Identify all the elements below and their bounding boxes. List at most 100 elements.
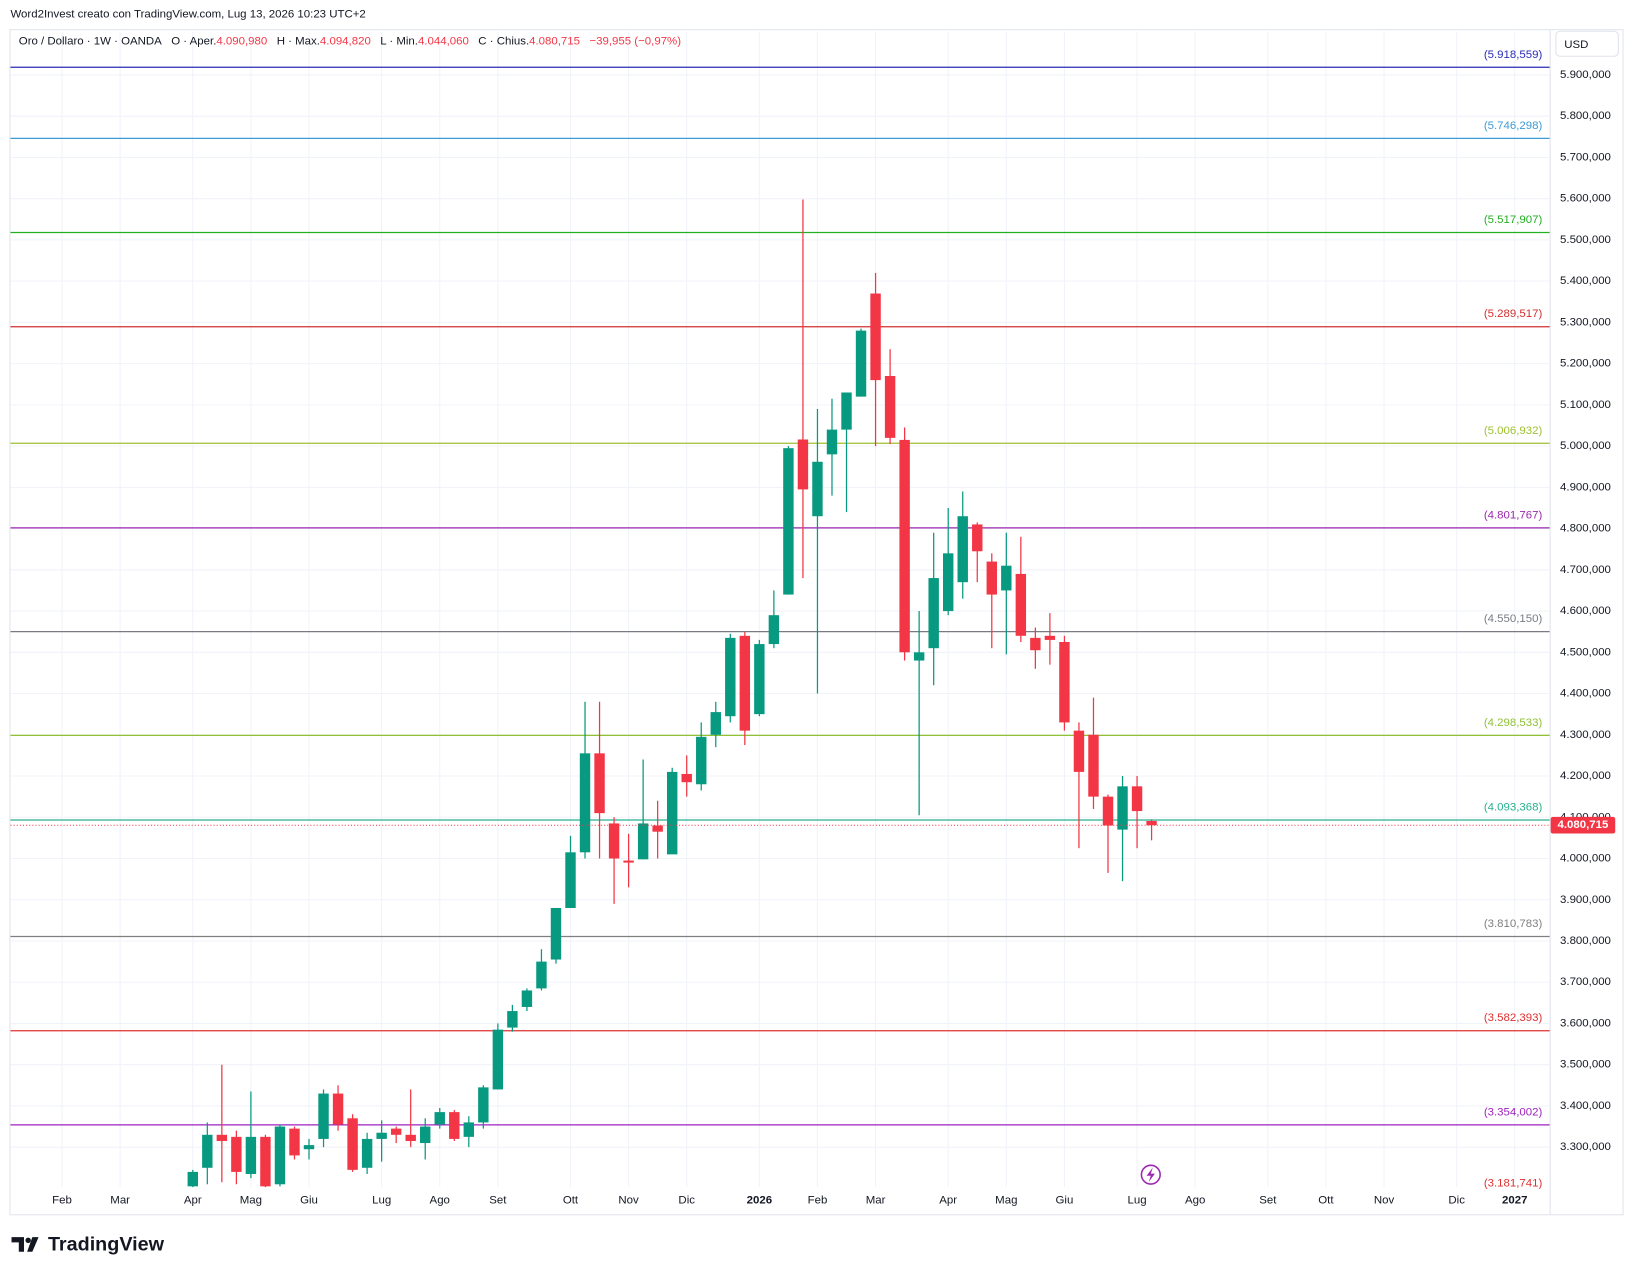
candle-body — [332, 1093, 344, 1125]
lightning-icon[interactable] — [1140, 1164, 1161, 1185]
candle-body — [1001, 565, 1012, 591]
last-price-box — [1550, 816, 1616, 834]
candle-body — [681, 773, 692, 783]
level-label: (3.181,741) — [1484, 1177, 1543, 1189]
close-value: 4.080,715 — [529, 36, 580, 48]
candle-body — [1088, 734, 1099, 797]
candle-body — [1030, 637, 1041, 651]
y-tick-label: 4.900,000 — [1560, 481, 1611, 493]
currency-button[interactable] — [1555, 30, 1619, 57]
legend: Oro / Dollaro · 1W · OANDA O · Aper.4.09… — [19, 36, 681, 48]
y-tick-label: 4.800,000 — [1560, 523, 1611, 535]
candle-body — [986, 561, 997, 595]
candle-body — [826, 429, 838, 455]
candle-body — [390, 1128, 402, 1135]
candle-body — [942, 553, 954, 612]
y-tick-label: 5.600,000 — [1560, 193, 1611, 205]
candle-body — [855, 330, 867, 397]
level-label: (4.550,150) — [1484, 613, 1543, 625]
y-tick-label: 5.500,000 — [1560, 234, 1611, 246]
x-tick-label: Apr — [184, 1195, 202, 1207]
x-tick-label: Dic — [678, 1195, 695, 1207]
candle-body — [870, 293, 881, 381]
x-tick-label: Set — [1259, 1195, 1277, 1207]
candle-body — [231, 1136, 242, 1172]
level-label: (4.298,533) — [1484, 717, 1543, 729]
level-label: (4.093,368) — [1484, 802, 1543, 814]
candle-body — [972, 524, 983, 552]
level-label: (3.810,783) — [1484, 918, 1543, 930]
candle-body — [245, 1136, 257, 1174]
level-label: (3.354,002) — [1484, 1106, 1543, 1118]
open-value: 4.090,980 — [216, 36, 267, 48]
high-label: H · Max. — [277, 36, 320, 48]
x-tick-label: Nov — [1374, 1195, 1395, 1207]
candle-body — [434, 1112, 445, 1125]
candle-body — [1102, 796, 1114, 826]
candle-body — [725, 637, 736, 717]
x-tick-label: 2026 — [747, 1195, 772, 1207]
candle-body — [768, 615, 780, 645]
y-tick-label: 5.300,000 — [1560, 316, 1611, 328]
currency[interactable]: USD — [1564, 39, 1588, 51]
candle-body — [957, 516, 968, 583]
candle-body — [1146, 820, 1157, 826]
frame — [9, 29, 1624, 1216]
candle-body — [812, 461, 823, 517]
last-price-label: 4.080,715 — [1558, 819, 1610, 831]
y-tick-label: 5.400,000 — [1560, 275, 1611, 287]
x-tick-label: Feb — [808, 1195, 828, 1207]
candle-body — [841, 392, 852, 430]
x-tick-label: Lug — [1128, 1195, 1147, 1207]
x-tick-label: Nov — [618, 1195, 639, 1207]
low-label: L · Min. — [380, 36, 418, 48]
y-tick-label: 3.700,000 — [1560, 976, 1611, 988]
x-tick-label: Dic — [1448, 1195, 1465, 1207]
candle-body — [783, 448, 794, 595]
candle-body — [347, 1118, 358, 1170]
candle-body — [666, 771, 678, 855]
level-label: (5.517,907) — [1484, 214, 1543, 226]
candle-body — [318, 1093, 329, 1139]
candle-body — [449, 1112, 460, 1139]
y-tick-label: 3.800,000 — [1560, 935, 1611, 947]
candle-body — [420, 1126, 431, 1144]
level-label: (4.801,767) — [1484, 509, 1543, 521]
candle-body — [521, 990, 533, 1007]
y-tick-label: 5.800,000 — [1560, 110, 1611, 122]
x-tick-label: Ott — [1318, 1195, 1334, 1207]
x-tick-label: Mag — [240, 1195, 262, 1207]
candle-body — [463, 1122, 475, 1137]
level-label: (3.582,393) — [1484, 1012, 1543, 1024]
candle-body — [492, 1029, 504, 1090]
candle-body — [1073, 730, 1085, 772]
brand-logo — [11, 1237, 39, 1252]
candle-body — [623, 860, 634, 863]
y-tick-label: 5.000,000 — [1560, 440, 1611, 452]
high-value: 4.094,820 — [320, 36, 371, 48]
y-tick-label: 3.300,000 — [1560, 1141, 1611, 1153]
candle-body — [652, 825, 663, 832]
y-tick-label: 3.400,000 — [1560, 1100, 1611, 1112]
candle-body — [696, 736, 707, 785]
candle-body — [884, 375, 896, 438]
candle-body — [536, 961, 547, 989]
y-tick-label: 3.500,000 — [1560, 1059, 1611, 1071]
y-tick-label: 3.900,000 — [1560, 894, 1611, 906]
y-tick-label: 4.000,000 — [1560, 853, 1611, 865]
candles — [187, 199, 1157, 1188]
candle-body — [1059, 641, 1070, 723]
y-tick-label: 4.200,000 — [1560, 770, 1611, 782]
y-tick-label: 4.500,000 — [1560, 646, 1611, 658]
x-tick-label: Mag — [995, 1195, 1017, 1207]
low-value: 4.044,060 — [418, 36, 469, 48]
levels: (5.918,559) (5.746,298) (5.517,907) (5.289,… — [10, 49, 1550, 1189]
change: −39,955 (−0,97%) — [589, 36, 681, 48]
level-label: (5.918,559) — [1484, 49, 1543, 61]
x-tick-label: 2027 — [1502, 1195, 1527, 1207]
x-tick-label: Ott — [563, 1195, 579, 1207]
candle-body — [565, 852, 576, 908]
y-tick-label: 4.700,000 — [1560, 564, 1611, 576]
x-tick-label: Lug — [372, 1195, 391, 1207]
credit: Word2Invest creato con TradingView.com, … — [10, 9, 365, 21]
